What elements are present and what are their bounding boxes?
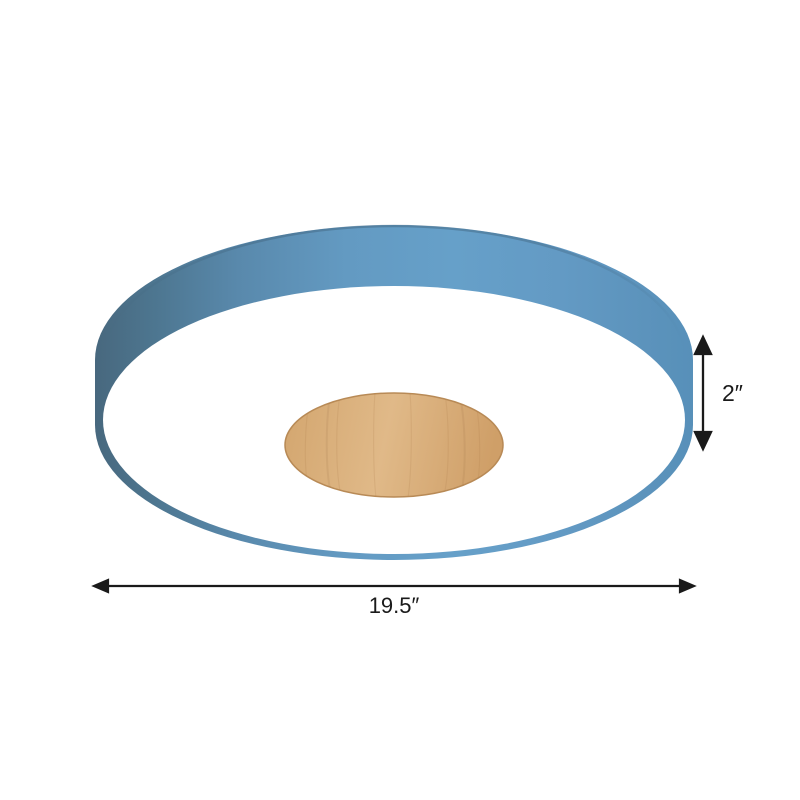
svg-text:2″: 2″	[722, 380, 743, 406]
svg-text:19.5″: 19.5″	[369, 593, 420, 618]
